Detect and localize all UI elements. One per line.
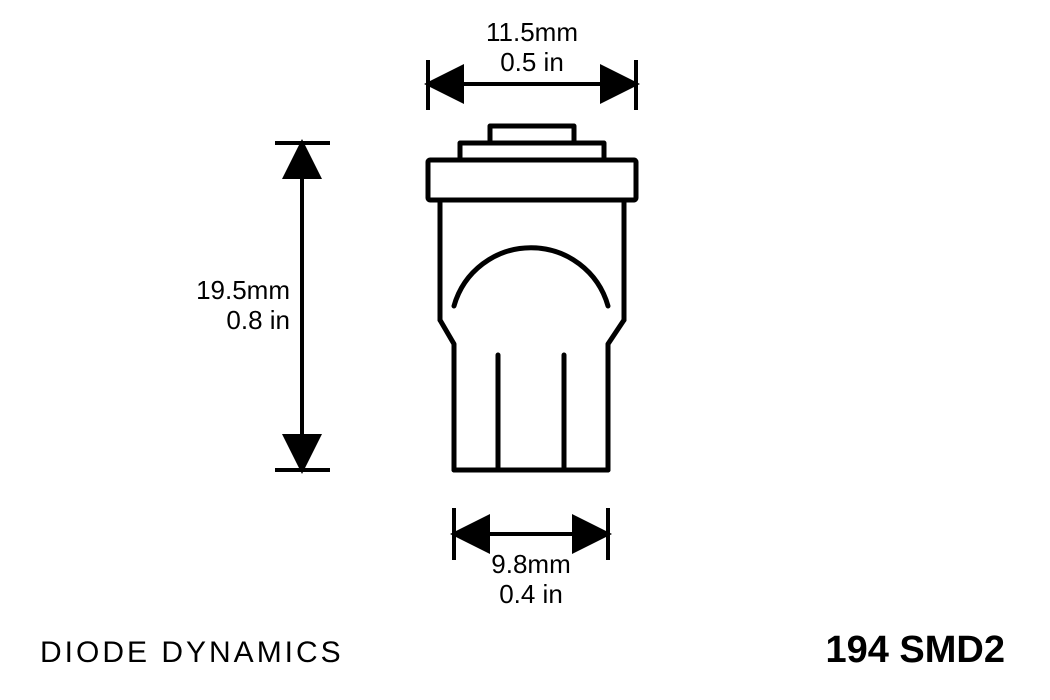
dim-top-in: 0.5 in (428, 46, 636, 79)
model-label: 194 SMD2 (825, 629, 1005, 672)
brand-label: DIODE DYNAMICS (40, 636, 344, 670)
dim-bottom-in: 0.4 in (454, 578, 608, 611)
dim-left-in: 0.8 in (150, 304, 290, 337)
drawing-canvas: 11.5mm 0.5 in 19.5mm 0.8 in 9.8mm 0.4 in… (0, 0, 1050, 700)
dim-top-mm: 11.5mm (428, 16, 636, 49)
dim-bottom-mm: 9.8mm (454, 548, 608, 581)
dim-left-mm: 19.5mm (150, 274, 290, 307)
